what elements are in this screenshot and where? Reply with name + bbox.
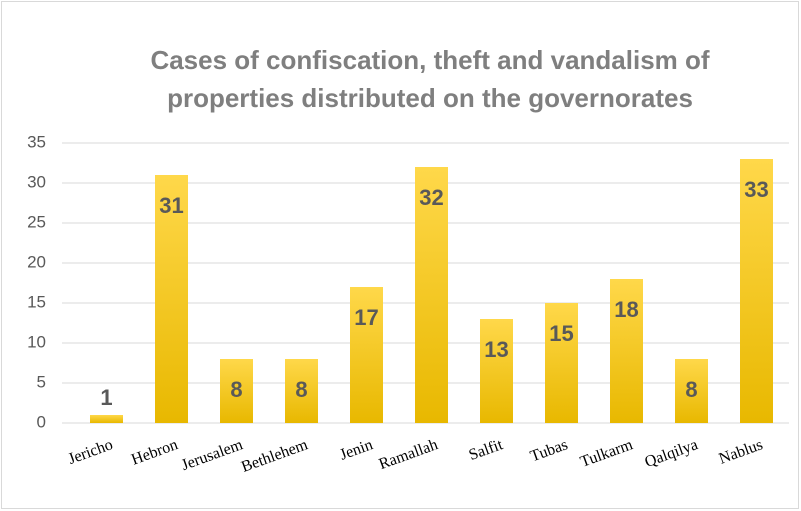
bar [90,415,123,423]
data-label: 13 [484,337,508,362]
bar [545,303,578,423]
data-label: 31 [159,193,183,218]
bar [480,319,513,423]
data-label: 8 [685,377,697,402]
bar [220,359,253,423]
data-label: 1 [100,385,112,410]
y-tick-label: 20 [27,252,46,271]
y-tick-label: 5 [37,372,46,391]
y-tick-label: 30 [27,172,46,191]
data-label: 17 [354,305,378,330]
bar [415,167,448,423]
chart-title: Cases of confiscation, theft and vandali… [150,45,709,75]
y-tick-label: 35 [27,132,46,151]
bar [610,279,643,423]
data-label: 8 [230,377,242,402]
bar [350,287,383,423]
y-tick-label: 0 [37,412,46,431]
data-label: 32 [419,185,443,210]
bar [155,175,188,423]
bar [285,359,318,423]
bar [740,159,773,423]
y-tick-label: 15 [27,292,46,311]
data-label: 8 [295,377,307,402]
data-label: 33 [744,177,768,202]
y-tick-label: 25 [27,212,46,231]
chart-title: properties distributed on the governorat… [167,83,693,113]
y-tick-label: 10 [27,332,46,351]
bar [675,359,708,423]
data-label: 15 [549,321,573,346]
data-label: 18 [614,297,638,322]
